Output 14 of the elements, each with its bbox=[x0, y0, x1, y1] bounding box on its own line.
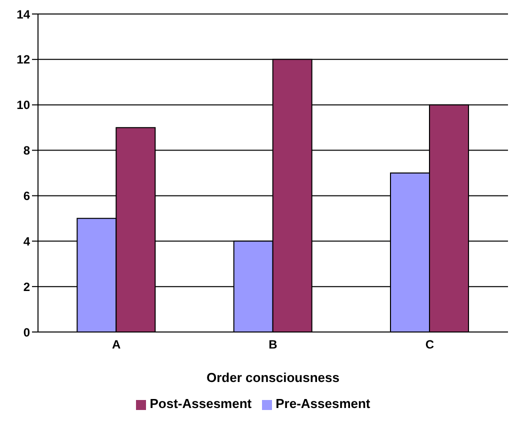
y-tick-label: 4 bbox=[23, 234, 30, 248]
y-tick-label: 12 bbox=[16, 52, 30, 67]
y-tick-label: 6 bbox=[23, 188, 30, 203]
legend-label: Post-Assesment bbox=[150, 396, 252, 411]
y-tick-label: 2 bbox=[23, 280, 30, 294]
x-tick-label: B bbox=[268, 338, 278, 352]
y-tick-label: 14 bbox=[16, 7, 30, 22]
legend-label: Pre-Assesment bbox=[276, 396, 370, 411]
y-tick-label: 0 bbox=[23, 325, 30, 340]
y-tick-label: 10 bbox=[16, 98, 30, 112]
x-tick-label: C bbox=[425, 338, 434, 352]
y-tick-label: 8 bbox=[23, 144, 30, 158]
x-tick-label: A bbox=[112, 338, 121, 352]
x-axis-title: Order consciousness bbox=[206, 370, 340, 385]
